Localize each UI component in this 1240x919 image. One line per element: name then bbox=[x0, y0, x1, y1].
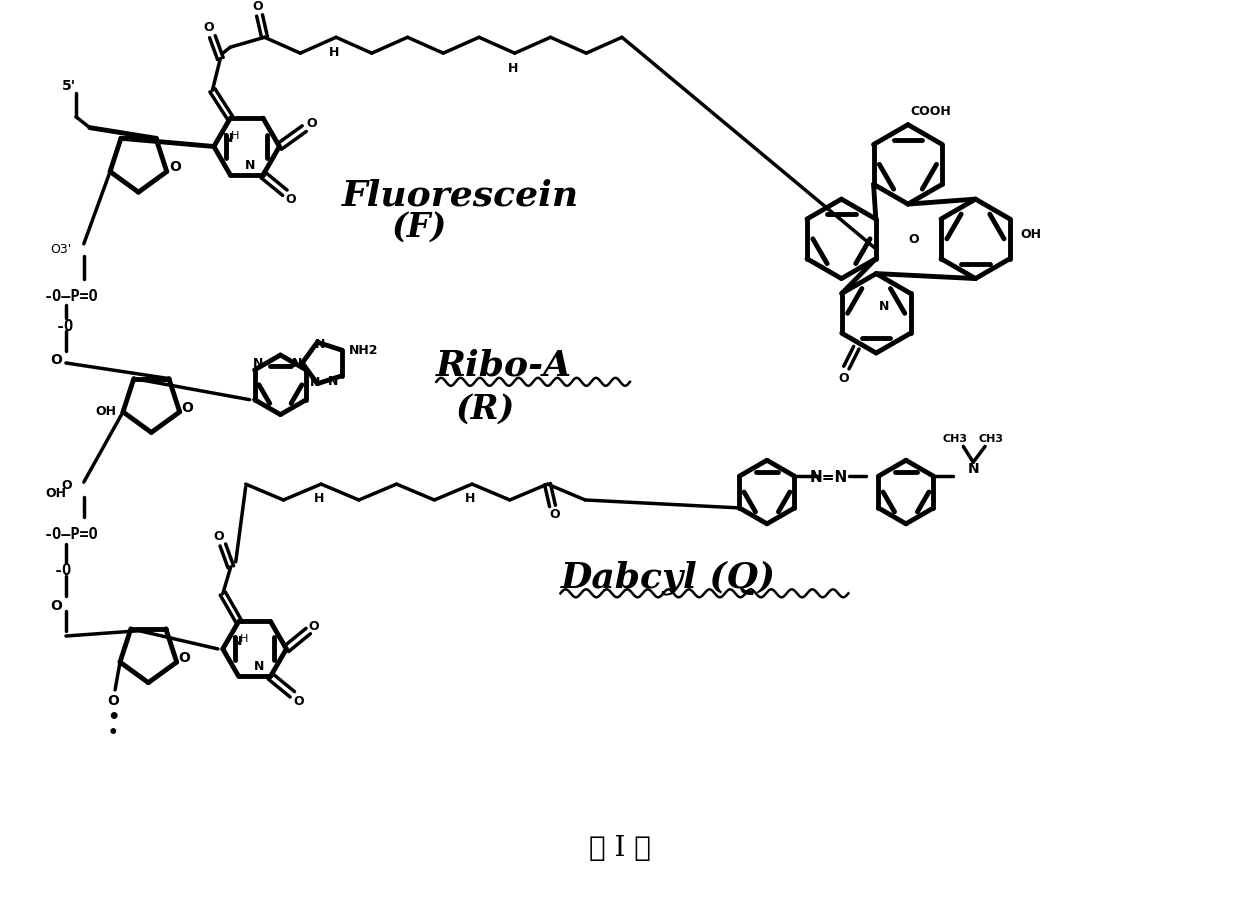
Text: O3': O3' bbox=[51, 243, 72, 256]
Text: •: • bbox=[108, 723, 118, 741]
Text: N: N bbox=[232, 634, 242, 647]
Text: O: O bbox=[50, 598, 62, 613]
Text: 5': 5' bbox=[62, 79, 76, 93]
Text: OH: OH bbox=[95, 404, 117, 417]
Text: Fluorescein: Fluorescein bbox=[342, 178, 579, 212]
Text: (F): (F) bbox=[392, 210, 446, 244]
Text: O: O bbox=[309, 618, 320, 632]
Text: OH: OH bbox=[45, 486, 66, 499]
Text: N=N: N=N bbox=[810, 469, 848, 484]
Text: O: O bbox=[179, 651, 191, 664]
Text: O: O bbox=[169, 160, 181, 174]
Text: O: O bbox=[838, 371, 848, 384]
Text: O: O bbox=[203, 21, 213, 34]
Text: Ribo-A: Ribo-A bbox=[436, 348, 573, 382]
Text: H: H bbox=[465, 492, 475, 505]
Text: O: O bbox=[107, 693, 119, 707]
Text: -O—P=O: -O—P=O bbox=[45, 527, 99, 541]
Text: N: N bbox=[327, 375, 339, 388]
Text: O: O bbox=[549, 508, 559, 521]
Text: 式 I 。: 式 I 。 bbox=[589, 834, 651, 861]
Text: N: N bbox=[253, 659, 264, 672]
Text: H: H bbox=[314, 492, 325, 505]
Text: OH: OH bbox=[1021, 228, 1042, 241]
Text: •: • bbox=[107, 708, 119, 726]
Text: -O: -O bbox=[55, 562, 72, 577]
Text: H: H bbox=[231, 131, 239, 142]
Text: -O—P=O: -O—P=O bbox=[45, 289, 99, 303]
Text: (R): (R) bbox=[456, 392, 516, 425]
Text: COOH: COOH bbox=[910, 105, 951, 119]
Text: O: O bbox=[908, 233, 919, 246]
Text: N: N bbox=[293, 357, 303, 370]
Text: O: O bbox=[285, 193, 296, 206]
Text: N: N bbox=[879, 300, 889, 312]
Text: O: O bbox=[182, 401, 193, 414]
Text: O: O bbox=[61, 478, 72, 491]
Text: N: N bbox=[253, 357, 263, 370]
Text: O: O bbox=[213, 529, 224, 542]
Text: O: O bbox=[306, 117, 316, 130]
Text: N: N bbox=[244, 159, 255, 172]
Text: O: O bbox=[50, 353, 62, 367]
Text: N: N bbox=[223, 131, 233, 144]
Text: O: O bbox=[252, 0, 263, 13]
Text: H: H bbox=[239, 633, 248, 643]
Text: Dabcyl (Q): Dabcyl (Q) bbox=[560, 560, 775, 594]
Text: -O: -O bbox=[56, 318, 74, 334]
Text: N: N bbox=[315, 337, 325, 350]
Text: N: N bbox=[310, 376, 320, 389]
Text: H: H bbox=[507, 62, 518, 74]
Text: CH3: CH3 bbox=[942, 434, 968, 444]
Text: CH3: CH3 bbox=[978, 434, 1003, 444]
Text: O: O bbox=[293, 694, 304, 707]
Text: N: N bbox=[967, 461, 980, 476]
Text: H: H bbox=[329, 46, 340, 59]
Text: NH2: NH2 bbox=[348, 344, 378, 357]
